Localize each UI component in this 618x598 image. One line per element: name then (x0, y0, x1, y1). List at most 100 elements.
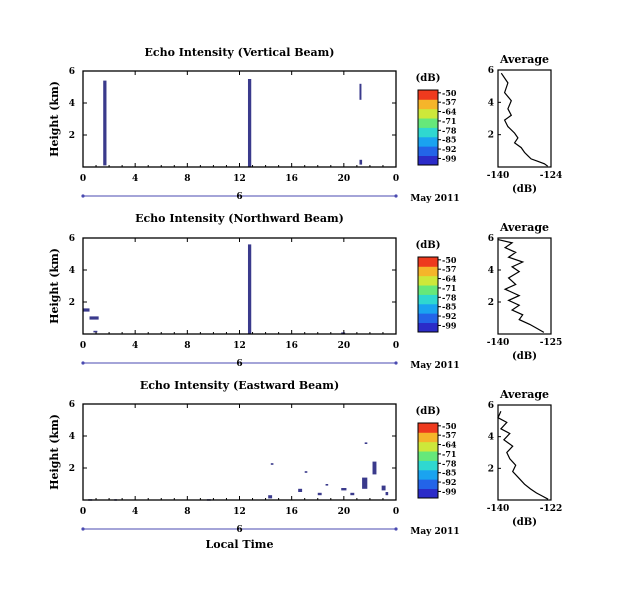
date-label: May 2011 (410, 361, 459, 371)
x-tick-label: 8 (184, 174, 190, 184)
colorbar-segment (418, 469, 438, 480)
x-tick-label: 4 (132, 341, 138, 351)
echo-mark (341, 488, 347, 491)
x-tick-label: 0 (393, 507, 399, 517)
average-frame (497, 404, 552, 501)
colorbar-frame (417, 256, 439, 333)
echo-mark (83, 308, 90, 312)
day-line-end (394, 194, 398, 198)
echo-mark (385, 492, 389, 496)
average-y-tick-label: 6 (488, 234, 494, 244)
echo-mark (381, 485, 386, 491)
average-x-tick-label: -122 (540, 504, 563, 514)
colorbar-tick-label: -71 (442, 116, 456, 126)
x-axis-label: Local Time (206, 538, 274, 551)
colorbar-segment (418, 266, 438, 277)
echo-mark (372, 461, 377, 475)
y-tick-label: 4 (69, 432, 75, 442)
heatmap-frame (82, 403, 397, 501)
x-tick-label: 20 (338, 507, 351, 517)
heatmap-title: Echo Intensity (Eastward Beam) (140, 379, 339, 392)
average-frame (497, 237, 552, 335)
average-title: Average (499, 388, 549, 401)
average-y-tick-label: 4 (488, 266, 494, 276)
echo-mark (350, 492, 355, 496)
colorbar-segment (418, 136, 438, 147)
echo-mark (268, 495, 273, 499)
echo-mark (364, 442, 368, 444)
x-tick-label: 16 (285, 174, 298, 184)
day-line-start (81, 361, 85, 365)
colorbar-tick-label: -85 (442, 135, 456, 145)
average-y-tick-label: 6 (488, 66, 494, 76)
average-title: Average (499, 221, 549, 234)
colorbar-segment (418, 423, 438, 433)
heatmap-title: Echo Intensity (Vertical Beam) (144, 46, 334, 59)
y-tick-label: 4 (69, 266, 75, 276)
y-tick-label: 6 (69, 67, 75, 77)
average-y-tick-label: 2 (488, 131, 494, 141)
colorbar-segment (418, 275, 438, 286)
day-label: 6 (236, 359, 242, 369)
colorbar-segment (418, 118, 438, 128)
average-x-tick-label: -140 (487, 504, 510, 514)
colorbar-segment (418, 451, 438, 461)
x-tick-label: 20 (338, 341, 351, 351)
date-label: May 2011 (410, 194, 459, 204)
echo-mark (341, 332, 346, 334)
day-line-end (394, 527, 398, 531)
average-y-tick-label: 2 (488, 298, 494, 308)
average-y-tick-label: 2 (488, 464, 494, 474)
echo-mark (359, 159, 363, 165)
echo-mark (298, 488, 303, 492)
colorbar-frame (417, 89, 439, 166)
echo-mark (93, 330, 98, 333)
colorbar-segment (418, 322, 438, 333)
colorbar-tick-label: -50 (442, 255, 457, 265)
average-x-tick-label: -140 (487, 171, 510, 181)
colorbar-tick-label: -57 (442, 97, 456, 107)
day-label: 6 (236, 525, 242, 535)
colorbar-tick-label: -99 (442, 153, 457, 163)
echo-mark (270, 463, 274, 465)
colorbar-unit: (dB) (416, 240, 441, 251)
x-tick-label: 4 (132, 507, 138, 517)
colorbar-segment (418, 155, 438, 166)
date-label: May 2011 (410, 527, 459, 537)
x-tick-label: 0 (393, 341, 399, 351)
x-tick-label: 12 (233, 174, 246, 184)
echo-mark (247, 244, 252, 334)
x-tick-label: 4 (132, 174, 138, 184)
average-profile-line (497, 411, 549, 500)
colorbar-segment (418, 146, 438, 157)
colorbar-tick-label: -99 (442, 320, 457, 330)
colorbar-segment (418, 99, 438, 110)
colorbar-segment (418, 127, 438, 138)
average-y-tick-label: 4 (488, 98, 494, 108)
average-x-tick-label: -124 (540, 171, 563, 181)
heatmap-title: Echo Intensity (Northward Beam) (135, 212, 344, 225)
heatmap-frame (82, 237, 397, 335)
colorbar-unit: (dB) (416, 406, 441, 417)
colorbar-segment (418, 90, 438, 100)
average-title: Average (499, 53, 549, 66)
average-x-tick-label: -125 (540, 338, 563, 348)
y-tick-label: 2 (69, 131, 75, 141)
x-tick-label: 0 (80, 174, 86, 184)
average-frame (497, 69, 552, 168)
colorbar-tick-label: -85 (442, 468, 456, 478)
colorbar-tick-label: -85 (442, 302, 456, 312)
echo-mark (103, 80, 107, 166)
x-tick-label: 16 (285, 507, 298, 517)
colorbar-tick-label: -64 (442, 274, 457, 284)
echo-mark (359, 83, 362, 100)
colorbar-tick-label: -64 (442, 440, 457, 450)
average-profile-line (497, 239, 545, 333)
echo-mark (325, 484, 329, 486)
y-tick-label: 4 (69, 99, 75, 109)
average-y-tick-label: 4 (488, 433, 494, 443)
colorbar-unit: (dB) (416, 73, 441, 84)
echo-mark (362, 477, 368, 489)
echo-mark (89, 316, 99, 320)
